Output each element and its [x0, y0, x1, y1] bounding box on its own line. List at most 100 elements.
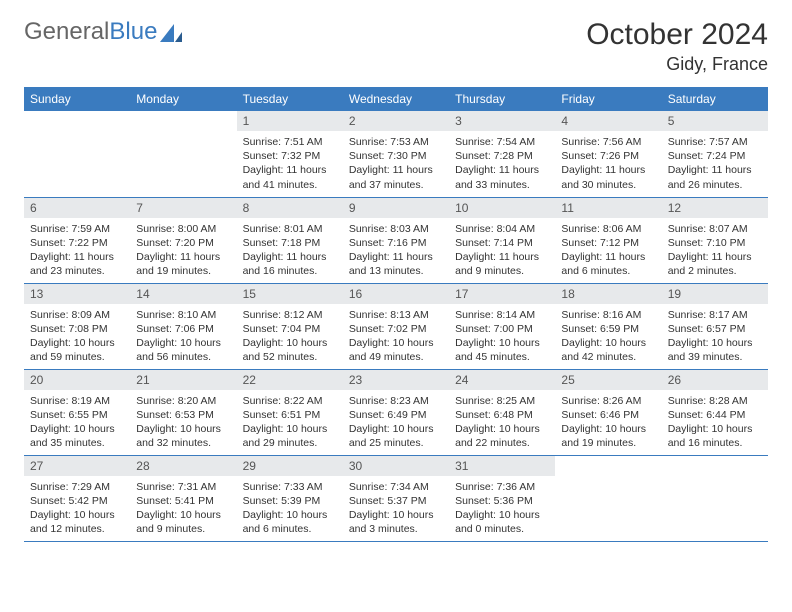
sunrise: Sunrise: 8:25 AM: [455, 394, 549, 408]
sunrise-label: Sunrise:: [243, 395, 284, 407]
day-body: Sunrise: 7:34 AMSunset: 5:37 PMDaylight:…: [343, 476, 449, 541]
sunrise-value: 7:53 AM: [390, 136, 429, 148]
sunset-value: 7:28 PM: [494, 150, 533, 162]
logo: GeneralBlue: [24, 18, 182, 46]
daylight: Daylight: 11 hours and 13 minutes.: [349, 250, 443, 278]
sunrise-label: Sunrise:: [136, 309, 177, 321]
sunset: Sunset: 7:24 PM: [668, 149, 762, 163]
daylight-label: Daylight:: [668, 164, 712, 176]
daylight: Daylight: 11 hours and 9 minutes.: [455, 250, 549, 278]
daylight: Daylight: 10 hours and 19 minutes.: [561, 422, 655, 450]
daylight: Daylight: 11 hours and 16 minutes.: [243, 250, 337, 278]
daylight: Daylight: 10 hours and 42 minutes.: [561, 336, 655, 364]
calendar-day-empty: [24, 111, 130, 197]
sunset-value: 6:46 PM: [600, 409, 639, 421]
header: GeneralBlue October 2024 Gidy, France: [24, 18, 768, 75]
daylight-label: Daylight:: [349, 337, 393, 349]
sunset-label: Sunset:: [243, 237, 282, 249]
sunset-value: 7:08 PM: [69, 323, 108, 335]
daylight: Daylight: 10 hours and 6 minutes.: [243, 508, 337, 536]
day-number: 31: [449, 456, 555, 476]
daylight-label: Daylight:: [243, 164, 287, 176]
sunset-value: 6:48 PM: [494, 409, 533, 421]
sunset-label: Sunset:: [455, 150, 494, 162]
sunset-label: Sunset:: [30, 237, 69, 249]
daylight-label: Daylight:: [30, 423, 74, 435]
day-number: 26: [662, 370, 768, 390]
calendar-day: 12Sunrise: 8:07 AMSunset: 7:10 PMDayligh…: [662, 197, 768, 283]
sunrise: Sunrise: 7:53 AM: [349, 135, 443, 149]
sunset-label: Sunset:: [561, 150, 600, 162]
sunrise-label: Sunrise:: [349, 481, 390, 493]
sunrise: Sunrise: 8:00 AM: [136, 222, 230, 236]
sunrise: Sunrise: 8:13 AM: [349, 308, 443, 322]
day-body: Sunrise: 8:10 AMSunset: 7:06 PMDaylight:…: [130, 304, 236, 369]
sunset-value: 7:26 PM: [600, 150, 639, 162]
day-body: Sunrise: 8:04 AMSunset: 7:14 PMDaylight:…: [449, 218, 555, 283]
sunrise-value: 8:13 AM: [390, 309, 429, 321]
day-body: Sunrise: 8:22 AMSunset: 6:51 PMDaylight:…: [237, 390, 343, 455]
daylight: Daylight: 10 hours and 16 minutes.: [668, 422, 762, 450]
calendar-day: 24Sunrise: 8:25 AMSunset: 6:48 PMDayligh…: [449, 369, 555, 455]
sunset-label: Sunset:: [455, 323, 494, 335]
calendar-day: 14Sunrise: 8:10 AMSunset: 7:06 PMDayligh…: [130, 283, 236, 369]
sunset: Sunset: 7:28 PM: [455, 149, 549, 163]
sunrise: Sunrise: 8:19 AM: [30, 394, 124, 408]
sunrise-label: Sunrise:: [455, 481, 496, 493]
daylight-label: Daylight:: [349, 423, 393, 435]
daylight-label: Daylight:: [243, 337, 287, 349]
sunset-value: 7:30 PM: [387, 150, 426, 162]
sunrise-value: 8:12 AM: [284, 309, 323, 321]
day-number: 21: [130, 370, 236, 390]
sunset: Sunset: 7:12 PM: [561, 236, 655, 250]
daylight: Daylight: 11 hours and 26 minutes.: [668, 163, 762, 191]
sunset-label: Sunset:: [561, 323, 600, 335]
day-body: Sunrise: 8:09 AMSunset: 7:08 PMDaylight:…: [24, 304, 130, 369]
sunrise-value: 7:51 AM: [284, 136, 323, 148]
calendar-week: 27Sunrise: 7:29 AMSunset: 5:42 PMDayligh…: [24, 455, 768, 541]
day-number: 18: [555, 284, 661, 304]
calendar-day: 31Sunrise: 7:36 AMSunset: 5:36 PMDayligh…: [449, 455, 555, 541]
sunset-value: 7:10 PM: [706, 237, 745, 249]
daylight: Daylight: 11 hours and 41 minutes.: [243, 163, 337, 191]
daylight: Daylight: 10 hours and 59 minutes.: [30, 336, 124, 364]
day-number: 10: [449, 198, 555, 218]
sunset-label: Sunset:: [349, 323, 388, 335]
weekday-header: Tuesday: [237, 87, 343, 111]
sunset-value: 7:02 PM: [387, 323, 426, 335]
sunrise: Sunrise: 8:23 AM: [349, 394, 443, 408]
sunset: Sunset: 5:37 PM: [349, 494, 443, 508]
sunset-value: 7:32 PM: [281, 150, 320, 162]
sunrise-label: Sunrise:: [243, 309, 284, 321]
sunset-label: Sunset:: [561, 409, 600, 421]
sunrise-value: 8:20 AM: [178, 395, 217, 407]
day-body: Sunrise: 7:36 AMSunset: 5:36 PMDaylight:…: [449, 476, 555, 541]
sunrise: Sunrise: 7:51 AM: [243, 135, 337, 149]
daylight-label: Daylight:: [455, 509, 499, 521]
daylight-label: Daylight:: [561, 423, 605, 435]
sunrise-value: 7:29 AM: [71, 481, 110, 493]
sunrise-label: Sunrise:: [136, 223, 177, 235]
day-number: 3: [449, 111, 555, 131]
sunrise-value: 8:28 AM: [709, 395, 748, 407]
daylight-label: Daylight:: [561, 337, 605, 349]
location: Gidy, France: [586, 54, 768, 75]
logo-text-blue: Blue: [109, 18, 157, 46]
calendar-week: 20Sunrise: 8:19 AMSunset: 6:55 PMDayligh…: [24, 369, 768, 455]
day-number: 30: [343, 456, 449, 476]
calendar-day: 19Sunrise: 8:17 AMSunset: 6:57 PMDayligh…: [662, 283, 768, 369]
sunrise-value: 8:16 AM: [603, 309, 642, 321]
day-body: Sunrise: 8:16 AMSunset: 6:59 PMDaylight:…: [555, 304, 661, 369]
day-body: Sunrise: 8:12 AMSunset: 7:04 PMDaylight:…: [237, 304, 343, 369]
sunrise-label: Sunrise:: [668, 309, 709, 321]
day-number: 15: [237, 284, 343, 304]
sunrise: Sunrise: 8:28 AM: [668, 394, 762, 408]
day-number: 29: [237, 456, 343, 476]
daylight: Daylight: 11 hours and 19 minutes.: [136, 250, 230, 278]
sunset-value: 7:22 PM: [69, 237, 108, 249]
sunrise-label: Sunrise:: [561, 309, 602, 321]
sunset: Sunset: 7:10 PM: [668, 236, 762, 250]
calendar-day: 27Sunrise: 7:29 AMSunset: 5:42 PMDayligh…: [24, 455, 130, 541]
calendar-day: 15Sunrise: 8:12 AMSunset: 7:04 PMDayligh…: [237, 283, 343, 369]
day-number: 11: [555, 198, 661, 218]
